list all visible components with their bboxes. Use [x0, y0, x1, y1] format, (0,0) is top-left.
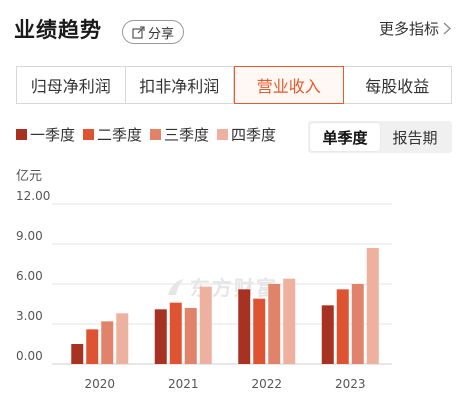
bar-2022-q4 [283, 278, 296, 364]
x-tick-label: 2023 [335, 377, 366, 391]
page-title: 业绩趋势 [14, 18, 102, 42]
bar-2021-q2 [169, 302, 182, 364]
bar-2021-q1 [154, 309, 167, 364]
y-tick-label: 9.00 [16, 229, 43, 243]
tab-net-profit[interactable]: 归母净利润 [17, 67, 126, 103]
bar-2023-q2 [336, 289, 349, 364]
legend-label-q3: 三季度 [164, 126, 210, 144]
legend-swatch-q4 [217, 129, 229, 140]
more-metrics-label: 更多指标 [378, 20, 439, 38]
legend-swatch-q2 [83, 129, 95, 140]
bar-2020-q1 [71, 344, 84, 364]
bar-2023-q3 [351, 284, 364, 364]
legend-label-q1: 一季度 [30, 126, 76, 144]
chart-legend: 一季度 二季度 三季度 四季度 [16, 124, 284, 145]
more-metrics-link[interactable]: 更多指标 [379, 18, 451, 39]
bar-2020-q3 [101, 321, 114, 364]
x-tick-label: 2021 [168, 377, 199, 391]
y-unit-label: 亿元 [16, 169, 42, 184]
chevron-right-icon [443, 22, 451, 35]
header: 业绩趋势 分享 更多指标 [0, 0, 463, 60]
share-icon [132, 25, 145, 39]
report-period-button[interactable]: 报告期 [392, 128, 438, 147]
legend-item-q4[interactable]: 四季度 [217, 124, 276, 145]
legend-swatch-q1 [16, 129, 27, 140]
bar-2023-q4 [366, 248, 379, 364]
legend-swatch-q3 [150, 129, 162, 140]
bar-2020-q2 [86, 329, 99, 364]
period-toggle: 单季度 报告期 [308, 121, 452, 153]
legend-label-q2: 二季度 [97, 126, 143, 144]
bar-2022-q2 [253, 298, 266, 364]
bar-2021-q3 [184, 308, 197, 364]
bar-2020-q4 [116, 313, 129, 364]
metric-tabs: 归母净利润 扣非净利润 营业收入 每股收益 [16, 66, 452, 104]
tab-deducted-net-profit[interactable]: 扣非净利润 [125, 67, 234, 103]
share-label: 分享 [147, 26, 174, 42]
bar-2022-q1 [238, 289, 251, 364]
x-tick-label: 2022 [251, 377, 282, 391]
y-tick-label: 3.00 [16, 309, 43, 323]
y-tick-label: 0.00 [16, 349, 43, 363]
bar-2022-q3 [268, 284, 281, 364]
y-tick-label: 12.00 [16, 189, 50, 203]
bar-2023-q1 [321, 305, 334, 364]
legend-item-q1[interactable]: 一季度 [16, 124, 75, 145]
legend-item-q3[interactable]: 三季度 [150, 124, 209, 145]
revenue-bar-chart: 亿元 0.00 3.00 6.00 9.00 12.00 2020 2021 2022 2023 [16, 169, 392, 391]
single-quarter-button[interactable]: 单季度 [310, 123, 380, 151]
tab-eps[interactable]: 每股收益 [343, 67, 451, 103]
bar-2021-q4 [199, 286, 212, 364]
y-tick-label: 6.00 [16, 269, 43, 283]
tab-revenue[interactable]: 营业收入 [234, 66, 344, 104]
legend-label-q4: 四季度 [231, 126, 277, 144]
legend-item-q2[interactable]: 二季度 [83, 124, 142, 145]
share-button[interactable]: 分享 [122, 20, 184, 44]
x-tick-label: 2020 [84, 377, 115, 391]
